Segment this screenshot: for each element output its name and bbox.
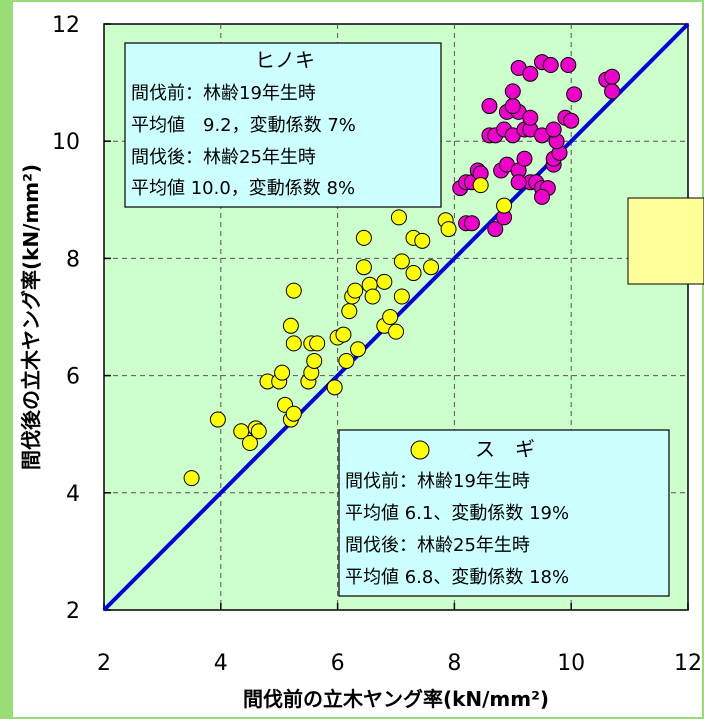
sugi-point-37 xyxy=(393,288,410,305)
hinoki-point-30 xyxy=(545,121,562,138)
sugi-point-3 xyxy=(242,434,258,451)
y-axis-label: 間伐後の立木ヤング率(kN/mm²) xyxy=(19,164,43,470)
sugi-point-8 xyxy=(274,364,291,381)
x-tick-label-4: 4 xyxy=(214,651,228,676)
sugi-point-35 xyxy=(388,323,404,340)
x-tick-label-8: 8 xyxy=(447,651,461,676)
sugi-point-41 xyxy=(414,232,431,249)
hinoki-point-7 xyxy=(487,221,504,238)
sugi-point-0 xyxy=(183,470,200,487)
y-tick-label-10: 10 xyxy=(52,130,80,155)
sugi-box-line2: 平均値 6.1、変動係数 19% xyxy=(345,503,569,524)
sugi-point-27 xyxy=(350,341,367,358)
x-tick-label-12: 12 xyxy=(674,651,702,676)
hinoki-box-line1: 間伐前：林齢19年生時 xyxy=(131,83,316,104)
y-tick-label-8: 8 xyxy=(66,247,80,272)
sugi-point-14 xyxy=(285,282,302,299)
sugi-point-5 xyxy=(250,423,267,440)
x-axis-label: 間伐前の立木ヤング率(kN/mm²) xyxy=(243,687,549,711)
sugi-point-40 xyxy=(405,265,422,282)
sugi-point-26 xyxy=(347,282,364,299)
hinoki-point-6 xyxy=(463,215,480,232)
sugi-box-line1: 間伐前：林齢19年生時 xyxy=(345,471,530,492)
sugi-annotation-box: ス ギ 間伐前：林齢19年生時 平均値 6.1、変動係数 19% 間伐後：林齢2… xyxy=(338,429,670,597)
hinoki-point-38 xyxy=(504,83,521,100)
sugi-point-36 xyxy=(390,209,407,226)
sugi-point-34 xyxy=(382,309,399,325)
sugi-point-13 xyxy=(285,335,302,352)
hinoki-point-47 xyxy=(604,83,621,100)
sugi-point-33 xyxy=(376,273,393,290)
hinoki-box-frame xyxy=(124,42,442,208)
y-tick-label-2: 2 xyxy=(66,599,80,624)
sugi-box-line3: 間伐後：林齢25年生時 xyxy=(345,535,530,556)
sugi-box-frame xyxy=(338,429,670,597)
hinoki-annotation-box: ヒノキ 間伐前：林齢19年生時 平均値 9.2，変動係数 7% 間伐後：林齢25… xyxy=(124,42,442,208)
sugi-point-45 xyxy=(472,177,489,194)
hinoki-point-37 xyxy=(481,98,498,115)
x-tick-label-2: 2 xyxy=(97,651,111,676)
hinoki-box-line3: 間伐後：林齢25年生時 xyxy=(131,147,316,168)
sugi-legend-marker xyxy=(410,440,430,460)
hinoki-point-32 xyxy=(563,112,580,129)
hinoki-point-12 xyxy=(516,150,533,167)
sugi-point-44 xyxy=(440,221,457,238)
sugi-point-12 xyxy=(282,317,299,334)
sugi-point-46 xyxy=(496,197,513,214)
sugi-box-title: ス ギ xyxy=(475,437,535,461)
sugi-point-23 xyxy=(338,352,355,369)
hinoki-point-42 xyxy=(542,57,559,74)
sugi-point-20 xyxy=(326,379,343,396)
axis-ticks: 2 4 6 8 10 12 2 4 6 8 10 12 xyxy=(52,13,702,676)
hinoki-box-line4: 平均値 10.0，変動係数 8% xyxy=(131,178,355,199)
sugi-point-11 xyxy=(285,405,302,422)
y-tick-label-12: 12 xyxy=(52,13,80,38)
sugi-point-19 xyxy=(309,335,326,352)
hinoki-point-43 xyxy=(560,57,577,74)
hinoki-point-36 xyxy=(522,109,539,126)
hinoki-point-40 xyxy=(522,65,539,82)
series-sugi xyxy=(183,177,513,487)
y-tick-label-6: 6 xyxy=(66,365,80,390)
hinoki-point-18 xyxy=(534,188,550,205)
hinoki-point-14 xyxy=(510,174,527,191)
sugi-point-28 xyxy=(355,259,372,276)
x-tick-label-10: 10 xyxy=(557,651,585,676)
sugi-point-24 xyxy=(341,303,358,320)
left-strip xyxy=(1,1,13,718)
hinoki-point-46 xyxy=(604,68,621,85)
sugi-box-line4: 平均値 6.8、変動係数 18% xyxy=(345,567,569,588)
series-hinoki xyxy=(452,54,621,238)
hinoki-box-line2: 平均値 9.2，変動係数 7% xyxy=(131,115,356,136)
sugi-point-22 xyxy=(335,326,352,343)
sugi-point-31 xyxy=(364,288,381,305)
hinoki-point-35 xyxy=(504,98,521,115)
x-tick-label-6: 6 xyxy=(331,651,345,676)
sugi-point-18 xyxy=(306,352,323,369)
sugi-point-42 xyxy=(423,259,440,276)
hinoki-point-44 xyxy=(566,86,583,103)
data-points xyxy=(183,54,621,487)
sugi-point-1 xyxy=(209,411,226,428)
y-tick-label-4: 4 xyxy=(66,482,80,507)
yellow-callout-box xyxy=(627,197,704,285)
sugi-point-29 xyxy=(355,229,372,246)
hinoki-box-title: ヒノキ xyxy=(255,48,315,72)
sugi-point-38 xyxy=(393,253,410,270)
